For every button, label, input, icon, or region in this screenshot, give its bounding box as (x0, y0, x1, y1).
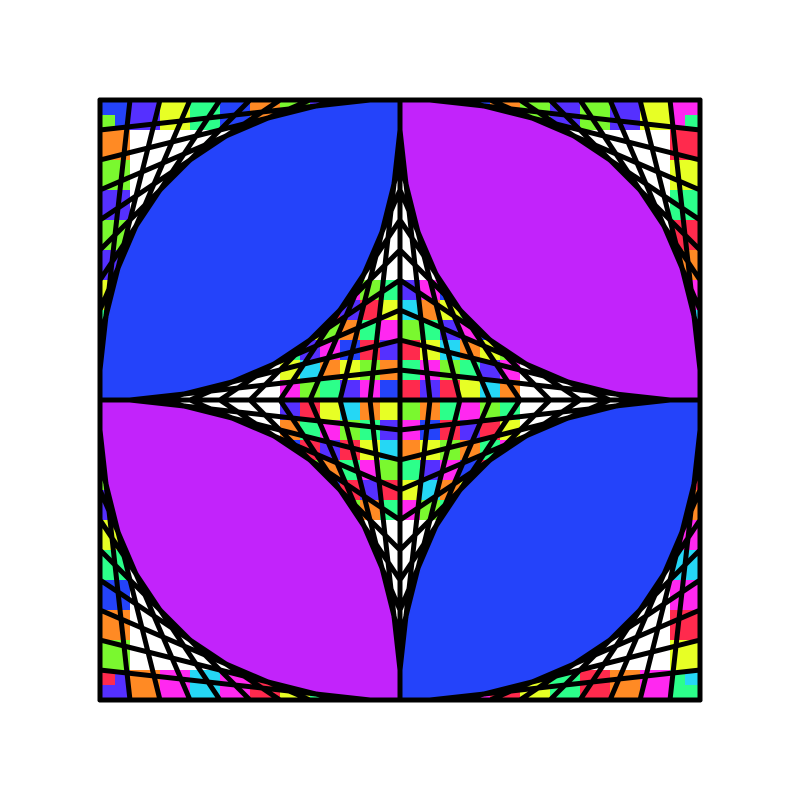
string-line (97, 667, 373, 703)
string-line (427, 97, 703, 133)
string-line (247, 397, 403, 553)
mosaic-tile (550, 685, 580, 700)
mosaic-tile (400, 380, 420, 400)
mosaic-tile (220, 685, 250, 700)
mosaic-tile (380, 460, 400, 480)
string-line (397, 367, 673, 403)
mosaic-tile (460, 400, 480, 420)
mosaic-tile (380, 380, 400, 400)
string-lines (97, 97, 703, 703)
mosaic-tile (380, 400, 400, 420)
string-line (97, 97, 253, 253)
mosaic-tile (420, 360, 440, 380)
string-line (247, 247, 403, 403)
mosaic-tile (220, 100, 250, 115)
string-line (547, 97, 703, 253)
mosaic-tile (100, 130, 115, 160)
string-line (97, 97, 373, 133)
mosaic-tile (685, 220, 700, 250)
string-line (397, 397, 553, 553)
mosaic-tile (400, 320, 420, 340)
outer-frame (97, 97, 703, 703)
mosaic-tile (320, 400, 340, 420)
string-line (397, 247, 553, 403)
mosaic-tile (420, 420, 440, 440)
mosaic-tile (100, 220, 115, 250)
string-line (127, 367, 403, 403)
mosaic-tile (685, 550, 700, 580)
mosaic-tile (400, 400, 420, 420)
string-line (397, 397, 673, 433)
string-line (97, 547, 253, 703)
mosaic-tile (380, 320, 400, 340)
mosaic-tile (460, 380, 480, 400)
mosaic-tile (320, 380, 340, 400)
mosaic-tile (130, 685, 160, 700)
string-line (427, 667, 703, 703)
mosaic-tile (685, 640, 700, 670)
string-line (127, 397, 403, 433)
mosaic-tile (400, 460, 420, 480)
mosaic-tile (130, 100, 160, 115)
string-line (547, 547, 703, 703)
mosaic-tile (360, 420, 380, 440)
mosaic-tile (100, 640, 115, 670)
mosaic-tile (685, 130, 700, 160)
mosaic-tile (640, 100, 670, 115)
mosaic-tile (550, 100, 580, 115)
mosaic-tile (640, 685, 670, 700)
mosaic-tile (100, 550, 115, 580)
mosaic-tile (360, 360, 380, 380)
